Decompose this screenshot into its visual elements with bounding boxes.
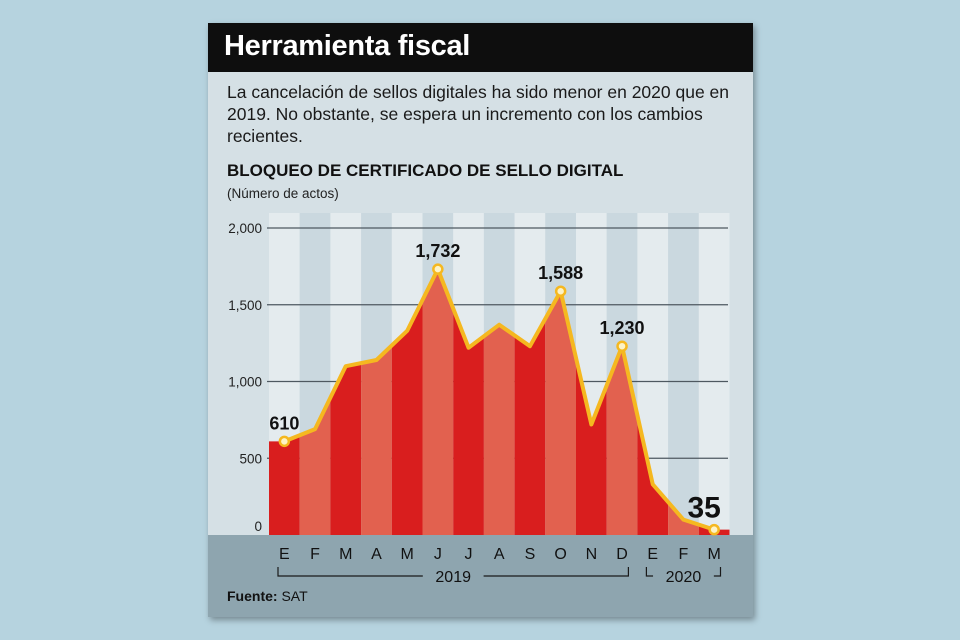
year-brackets: 2019 2020 <box>277 567 722 586</box>
y-tick-label: 1,500 <box>228 298 262 313</box>
area-chart: 0 500 1,000 1,500 2,000 E F M A M J J A S O N D E F M 2019… <box>228 213 730 586</box>
bar-12 <box>637 415 669 535</box>
bar-2 <box>330 363 362 535</box>
x-tick-label: D <box>616 546 628 563</box>
intro-text: La cancelación de sellos digitales ha si… <box>227 82 730 146</box>
infographic-card: Herramienta fiscal La cancelación de sel… <box>208 23 753 617</box>
data-labels: 610 1,732 1,588 1,230 35 <box>269 241 721 524</box>
bar-10 <box>576 357 607 535</box>
y-tick-label: 2,000 <box>228 221 262 236</box>
data-point <box>432 263 444 275</box>
data-label: 610 <box>269 413 299 433</box>
x-tick-label: A <box>371 546 382 563</box>
data-point <box>616 340 628 352</box>
chart-subtitle: (Número de actos) <box>227 186 339 201</box>
bar-13 <box>668 501 699 535</box>
x-tick-label: M <box>707 546 720 563</box>
bar-8 <box>514 318 546 535</box>
data-point <box>278 435 291 448</box>
chart-title: BLOQUEO DE CERTIFICADO DE SELLO DIGITAL <box>227 161 624 180</box>
page-title: Herramienta fiscal <box>224 30 471 62</box>
x-tick-label: F <box>310 546 320 563</box>
data-label: 1,588 <box>538 263 583 283</box>
x-tick-label: F <box>679 546 689 563</box>
y-tick-label: 0 <box>254 519 262 534</box>
x-tick-label: S <box>525 546 536 563</box>
x-tick-label: M <box>339 546 352 563</box>
x-tick-label: J <box>465 546 473 563</box>
bar-1 <box>299 397 331 535</box>
x-tick-label: O <box>554 546 566 563</box>
source-value: SAT <box>281 588 308 604</box>
series-line <box>282 267 717 532</box>
year-bracket <box>645 567 722 577</box>
year-label: 2019 <box>435 569 471 586</box>
data-label: 1,732 <box>415 241 460 261</box>
title-bar: Herramienta fiscal <box>208 23 753 72</box>
y-tick-label: 500 <box>239 451 262 466</box>
data-point <box>554 285 567 297</box>
x-tick-label: E <box>279 546 290 563</box>
bar-7 <box>483 324 515 535</box>
column-band <box>668 213 699 535</box>
bars <box>269 269 730 535</box>
bar-6 <box>453 308 484 535</box>
x-tick-label: E <box>647 546 658 563</box>
year-bracket <box>277 567 629 577</box>
year-label: 2020 <box>666 569 702 586</box>
column-band <box>698 213 730 535</box>
x-tick-label: A <box>494 546 505 563</box>
y-tick-label: 1,000 <box>228 375 262 390</box>
source-label: Fuente: <box>227 588 278 604</box>
bar-9 <box>545 291 576 535</box>
bar-11 <box>606 346 638 535</box>
x-tick-label: J <box>434 546 442 563</box>
x-tick-label: M <box>400 546 413 563</box>
source-note: Fuente: SAT <box>227 588 308 604</box>
bar-0 <box>269 435 300 535</box>
bar-4 <box>391 299 423 535</box>
bar-5 <box>422 269 454 535</box>
data-points <box>278 263 720 536</box>
x-tick-label: N <box>586 546 598 563</box>
bar-3 <box>361 345 392 535</box>
y-axis-ticks: 0 500 1,000 1,500 2,000 <box>228 221 262 534</box>
data-label: 1,230 <box>600 318 645 338</box>
series-line <box>282 267 717 532</box>
data-point <box>708 523 720 536</box>
data-label: 35 <box>687 492 720 525</box>
